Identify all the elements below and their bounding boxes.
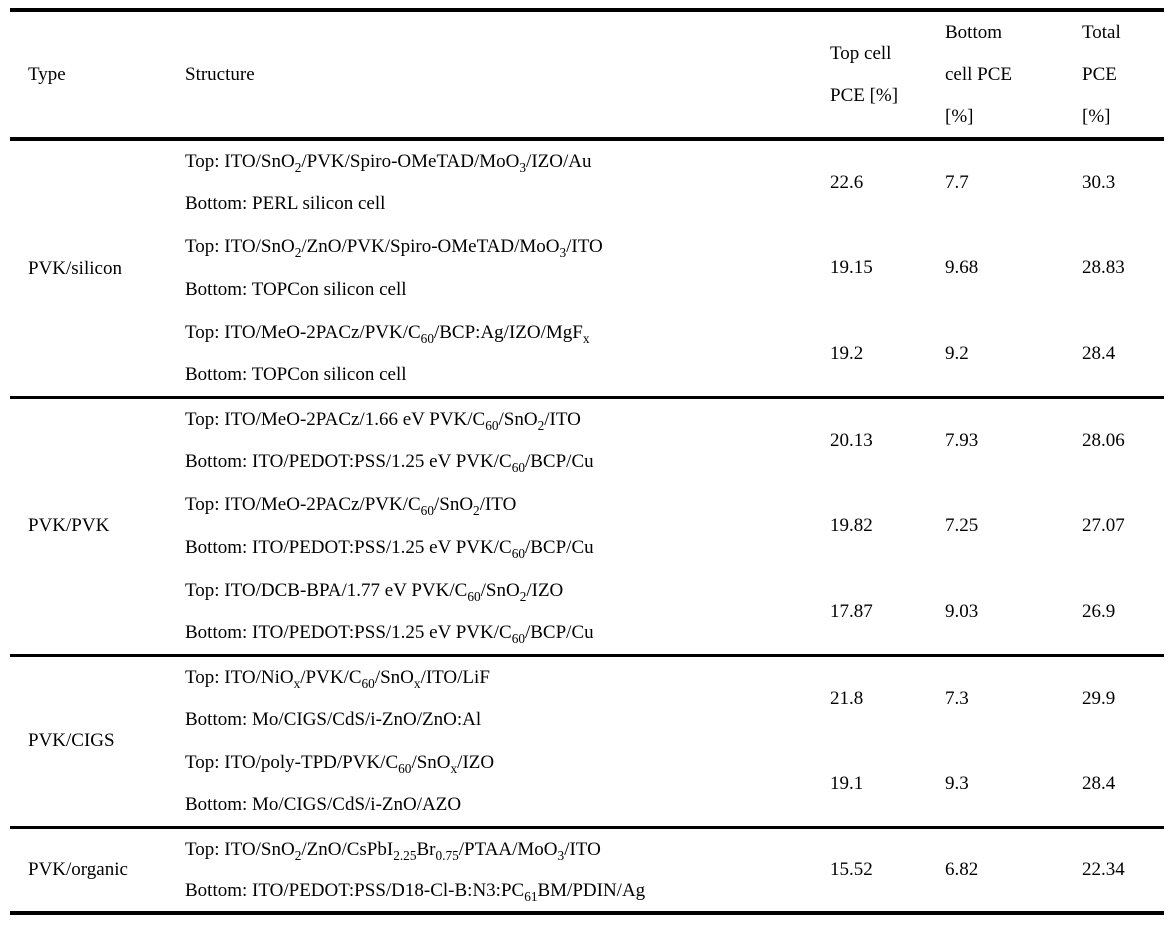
table-row: Top: ITO/SnO2/ZnO/PVK/Spiro-OMeTAD/MoO3/… (10, 225, 1164, 279)
results-table: Type Structure Top cell PCE [%] Bottom c… (10, 8, 1164, 916)
structure-top-cell: Top: ITO/DCB-BPA/1.77 eV PVK/C60/SnO2/IZ… (185, 579, 564, 604)
pce-top-cell: 19.2 (830, 342, 864, 364)
structure-bottom-cell: Bottom: ITO/PEDOT:PSS/1.25 eV PVK/C60/BC… (185, 536, 594, 561)
structure-top-cell: Top: ITO/MeO-2PACz/1.66 eV PVK/C60/SnO2/… (185, 408, 581, 433)
structure-top-cell: Top: ITO/NiOx/PVK/C60/SnOx/ITO/LiF (185, 666, 490, 691)
pce-bottom-cell: 9.68 (945, 257, 979, 279)
table-row: Bottom: PERL silicon cell (10, 182, 1164, 225)
structure-top-cell: Top: ITO/SnO2/ZnO/PVK/Spiro-OMeTAD/MoO3/… (185, 235, 603, 260)
header-total-pce-label: Total PCE [%] (1082, 22, 1121, 127)
pce-bottom-cell: 7.7 (945, 172, 969, 194)
table-row: Bottom: ITO/PEDOT:PSS/1.25 eV PVK/C60/BC… (10, 526, 1164, 569)
structure-top-cell: Top: ITO/SnO2/PVK/Spiro-OMeTAD/MoO3/IZO/… (185, 150, 592, 175)
table-row: PVK/silicon Top: ITO/SnO2/PVK/Spiro-OMeTA… (10, 139, 1164, 279)
pce-total-cell: 30.3 (1082, 172, 1116, 194)
pce-top-cell: 22.6 (830, 172, 864, 194)
pce-total-cell: 22.34 (1082, 859, 1125, 881)
pce-top-cell: 19.1 (830, 772, 864, 794)
pce-total-cell: 28.4 (1082, 772, 1116, 794)
pce-top-cell: 21.8 (830, 688, 864, 710)
structure-top-cell: Top: ITO/MeO-2PACz/PVK/C60/SnO2/ITO (185, 493, 517, 518)
table-row: Top: ITO/MeO-2PACz/PVK/C60/SnO2/ITO 19.82… (10, 483, 1164, 537)
table-row: Bottom: Mo/CIGS/CdS/i-ZnO/ZnO:Al (10, 698, 1164, 741)
structure-bottom-cell: Bottom: ITO/PEDOT:PSS/1.25 eV PVK/C60/BC… (185, 622, 594, 646)
table-row: Bottom: Mo/CIGS/CdS/i-ZnO/AZO (10, 784, 1164, 827)
header-top-cell-pce-label: Top cell PCE [%] (830, 42, 899, 106)
pce-top-cell: 19.15 (830, 257, 873, 279)
pce-total-cell: 28.06 (1082, 430, 1125, 452)
structure-bottom-cell: Bottom: ITO/PEDOT:PSS/D18-Cl-B:N3:PC61BM… (185, 879, 646, 904)
type-cell: PVK/CIGS (28, 730, 115, 752)
type-cell: PVK/silicon (28, 257, 122, 279)
table-row: Top: ITO/DCB-BPA/1.77 eV PVK/C60/SnO2/IZ… (10, 569, 1164, 622)
header-structure-label: Structure (185, 63, 255, 85)
pce-top-cell: 15.52 (830, 859, 873, 881)
header-top-cell-pce: Top cell PCE [%] (820, 10, 935, 139)
table-row: Bottom: TOPCon silicon cell (10, 268, 1164, 311)
pce-total-cell: 29.9 (1082, 688, 1116, 710)
table-row: PVK/CIGS Top: ITO/NiOx/PVK/C60/SnOx/ITO/L… (10, 655, 1164, 752)
group-pvk-cigs: PVK/CIGS Top: ITO/NiOx/PVK/C60/SnOx/ITO/L… (10, 655, 1164, 828)
pce-bottom-cell: 7.25 (945, 515, 979, 537)
structure-top-cell: Top: ITO/poly-TPD/PVK/C60/SnOx/IZO (185, 751, 495, 776)
structure-bottom-cell: Bottom: ITO/PEDOT:PSS/1.25 eV PVK/C60/BC… (185, 450, 594, 475)
group-pvk-pvk: PVK/PVK Top: ITO/MeO-2PACz/1.66 eV PVK/C6… (10, 397, 1164, 656)
table-row: Top: ITO/MeO-2PACz/PVK/C60/BCP:Ag/IZO/Mg… (10, 311, 1164, 364)
header-structure: Structure (175, 10, 820, 139)
pce-bottom-cell: 6.82 (945, 859, 979, 881)
structure-top-cell: Top: ITO/SnO2/ZnO/CsPbI2.25Br0.75/PTAA/M… (185, 838, 601, 863)
table-row: Bottom: TOPCon silicon cell (10, 354, 1164, 397)
pce-bottom-cell: 7.93 (945, 430, 979, 452)
table-row: PVK/PVK Top: ITO/MeO-2PACz/1.66 eV PVK/C6… (10, 397, 1164, 537)
pce-bottom-cell: 9.03 (945, 600, 979, 622)
header-type: Type (10, 10, 175, 139)
group-pvk-silicon: PVK/silicon Top: ITO/SnO2/PVK/Spiro-OMeTA… (10, 139, 1164, 398)
header-bottom-cell-pce: Bottom cell PCE [%] (935, 10, 1070, 139)
pce-top-cell: 20.13 (830, 430, 873, 452)
pce-total-cell: 26.9 (1082, 600, 1116, 622)
type-cell: PVK/organic (28, 859, 128, 881)
table-row: Bottom: ITO/PEDOT:PSS/1.25 eV PVK/C60/BC… (10, 612, 1164, 655)
structure-bottom-cell: Bottom: Mo/CIGS/CdS/i-ZnO/ZnO:Al (185, 708, 482, 730)
structure-top-cell: Top: ITO/MeO-2PACz/PVK/C60/BCP:Ag/IZO/Mg… (185, 321, 590, 346)
structure-bottom-cell: Bottom: PERL silicon cell (185, 192, 386, 214)
structure-bottom-cell: Bottom: TOPCon silicon cell (185, 278, 407, 300)
pce-total-cell: 28.83 (1082, 257, 1125, 279)
group-pvk-organic: PVK/organic Top: ITO/SnO2/ZnO/CsPbI2.25Br… (10, 827, 1164, 913)
structure-bottom-cell: Bottom: Mo/CIGS/CdS/i-ZnO/AZO (185, 794, 462, 816)
table-row: Bottom: ITO/PEDOT:PSS/1.25 eV PVK/C60/BC… (10, 440, 1164, 483)
header-row: Type Structure Top cell PCE [%] Bottom c… (10, 10, 1164, 139)
table-row: PVK/organic Top: ITO/SnO2/ZnO/CsPbI2.25Br… (10, 827, 1164, 881)
pce-bottom-cell: 7.3 (945, 688, 969, 710)
pce-bottom-cell: 9.2 (945, 342, 969, 364)
pce-bottom-cell: 9.3 (945, 772, 969, 794)
structure-bottom-cell: Bottom: TOPCon silicon cell (185, 364, 407, 386)
header-bottom-cell-pce-label: Bottom cell PCE [%] (945, 22, 1013, 127)
header-type-label: Type (28, 63, 66, 85)
table-row: Top: ITO/poly-TPD/PVK/C60/SnOx/IZO 19.1 9.… (10, 741, 1164, 794)
pce-top-cell: 17.87 (830, 600, 873, 622)
table-row: Bottom: ITO/PEDOT:PSS/D18-Cl-B:N3:PC61BM… (10, 870, 1164, 913)
pce-top-cell: 19.82 (830, 515, 873, 537)
type-cell: PVK/PVK (28, 515, 110, 537)
pce-total-cell: 27.07 (1082, 515, 1125, 537)
header-total-pce: Total PCE [%] (1070, 10, 1164, 139)
pce-total-cell: 28.4 (1082, 342, 1116, 364)
table-header: Type Structure Top cell PCE [%] Bottom c… (10, 10, 1164, 140)
